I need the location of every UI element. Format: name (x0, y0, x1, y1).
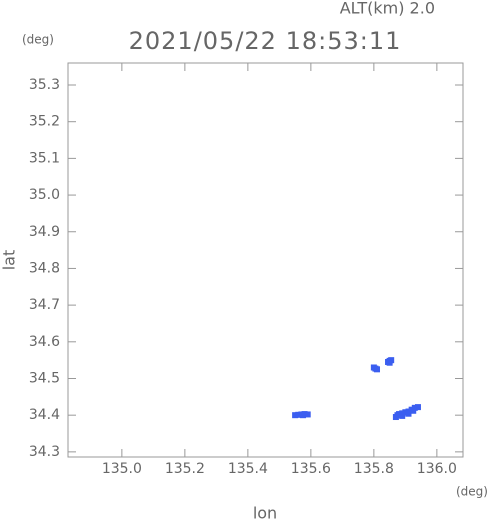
y-tick-label: 34.7 (29, 297, 60, 313)
chart-title: 2021/05/22 18:53:11 (129, 27, 402, 55)
point (396, 411, 403, 418)
y-tick-label: 35.0 (29, 187, 60, 203)
point (399, 412, 406, 419)
point (299, 412, 306, 419)
y-tick-label: 35.3 (29, 77, 60, 93)
x-axis-label: lon (253, 504, 277, 521)
y-tick-label: 34.5 (29, 370, 60, 386)
plot-frame (67, 62, 464, 458)
y-tick-label: 34.6 (29, 334, 60, 350)
x-tick-label: 135.6 (291, 461, 331, 477)
y-unit: (deg) (22, 33, 54, 47)
point (295, 411, 302, 418)
x-tick-label: 135.2 (165, 461, 205, 477)
altitude-label: ALT(km) 2.0 (340, 0, 435, 18)
point (414, 404, 421, 411)
y-tick-label: 34.9 (29, 224, 60, 240)
y-tick-label: 35.1 (29, 150, 60, 166)
y-tick-label: 34.8 (29, 260, 60, 276)
y-tick-label: 35.2 (29, 114, 60, 130)
point (304, 411, 311, 418)
y-axis-label: lat (0, 250, 19, 271)
point (374, 366, 381, 373)
point (405, 410, 412, 417)
x-unit: (deg) (456, 485, 488, 499)
x-tick-label: 136.0 (417, 461, 457, 477)
point (386, 359, 393, 366)
point (292, 412, 299, 419)
y-tick-label: 34.3 (29, 444, 60, 460)
x-tick-label: 135.0 (102, 461, 142, 477)
point (410, 407, 417, 414)
x-tick-label: 135.4 (228, 461, 268, 477)
x-tick-label: 135.8 (354, 461, 394, 477)
y-tick-label: 34.4 (29, 407, 60, 423)
point (402, 409, 409, 416)
